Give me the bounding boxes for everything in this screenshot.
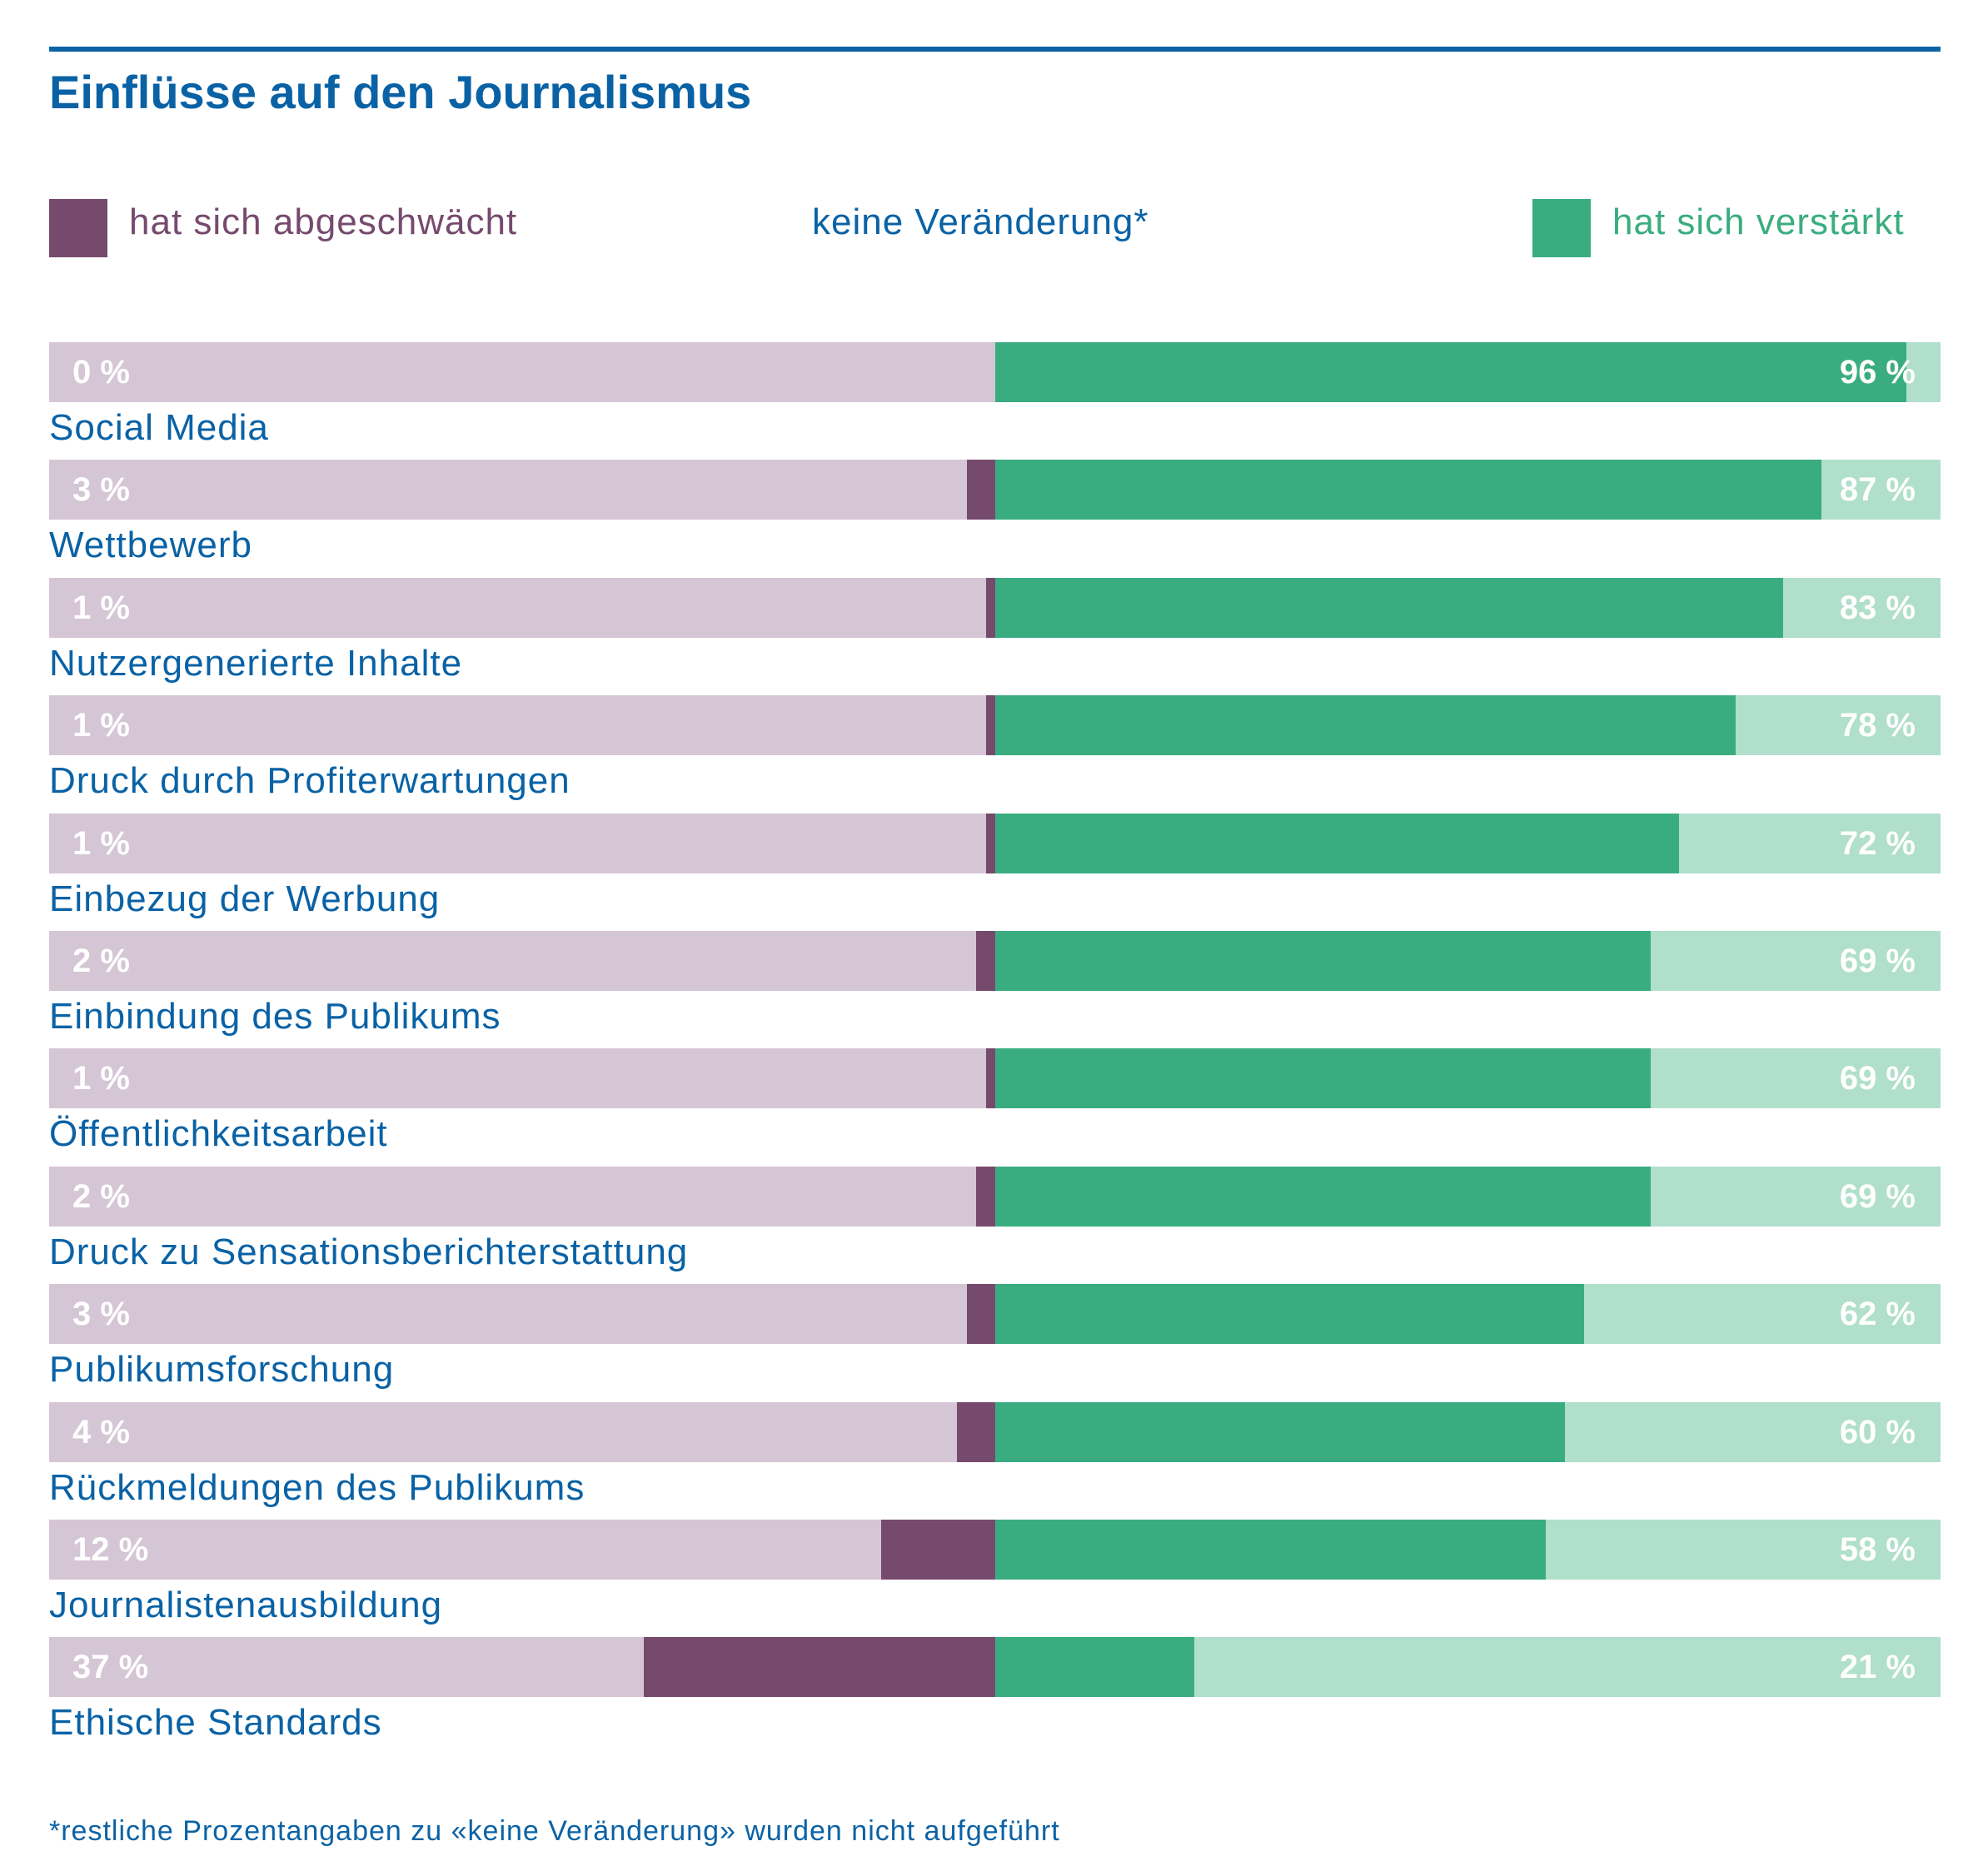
bar-increased (995, 931, 1651, 991)
legend-label-decreased: hat sich abgeschwächt (129, 202, 518, 242)
footnote: *restliche Prozentangaben zu «keine Verä… (49, 1815, 1060, 1847)
bar-background-left (49, 342, 995, 402)
value-label-decreased: 37 % (72, 1649, 149, 1685)
value-label-increased: 78 % (1839, 707, 1916, 744)
bar-background-left (49, 1048, 995, 1108)
legend-label-increased: hat sich verstärkt (1612, 202, 1905, 242)
bar-background-left (49, 1402, 995, 1462)
value-label-increased: 21 % (1839, 1649, 1916, 1685)
bar-background-left (49, 460, 995, 520)
category-label: Social Media (49, 407, 269, 448)
bar-background-left (49, 695, 995, 755)
bar-decreased (957, 1402, 995, 1462)
value-label-increased: 83 % (1839, 590, 1916, 626)
category-label: Rückmeldungen des Publikums (49, 1467, 585, 1508)
value-label-increased: 72 % (1839, 825, 1916, 862)
category-label: Öffentlichkeitsarbeit (49, 1113, 388, 1154)
category-label: Nutzergenerierte Inhalte (49, 643, 463, 684)
bar-background-left (49, 1284, 995, 1344)
bar-background-left (49, 578, 995, 638)
value-label-decreased: 1 % (72, 825, 130, 862)
value-label-increased: 69 % (1839, 943, 1916, 979)
bar-decreased (966, 460, 995, 520)
value-label-decreased: 3 % (72, 1296, 130, 1332)
bar-increased (995, 1048, 1651, 1108)
bar-increased (995, 1284, 1584, 1344)
bar-increased (995, 695, 1736, 755)
bar-increased (995, 460, 1821, 520)
legend-swatch-increased (1532, 199, 1591, 257)
bar-increased (995, 814, 1679, 873)
value-label-increased: 69 % (1839, 1178, 1916, 1215)
legend-swatch-decreased (49, 199, 107, 257)
chart-title: Einflüsse auf den Journalismus (49, 66, 752, 118)
value-label-decreased: 3 % (72, 471, 130, 508)
value-label-decreased: 1 % (72, 590, 130, 626)
bar-decreased (985, 1048, 995, 1108)
value-label-decreased: 2 % (72, 943, 130, 979)
bar-increased (995, 1520, 1547, 1580)
category-label: Publikumsforschung (49, 1349, 395, 1390)
bar-decreased (966, 1284, 995, 1344)
value-label-increased: 58 % (1839, 1531, 1916, 1568)
category-label: Wettbewerb (49, 525, 252, 565)
value-label-increased: 96 % (1839, 354, 1916, 391)
bar-increased (995, 1167, 1651, 1227)
bar-background-left (49, 814, 995, 873)
value-label-decreased: 1 % (72, 707, 130, 744)
category-label: Druck durch Profiterwartungen (49, 760, 570, 801)
bar-increased (995, 578, 1784, 638)
value-label-decreased: 1 % (72, 1060, 130, 1097)
category-label: Journalistenausbildung (49, 1585, 443, 1625)
bar-background-left (49, 1167, 995, 1227)
value-label-increased: 60 % (1839, 1414, 1916, 1451)
value-label-decreased: 2 % (72, 1178, 130, 1215)
bar-decreased (985, 578, 995, 638)
bar-increased (995, 342, 1907, 402)
legend-label-unchanged: keine Veränderung* (812, 202, 1149, 242)
bar-increased (995, 1637, 1195, 1697)
top-rule (49, 47, 1941, 52)
value-label-increased: 69 % (1839, 1060, 1916, 1097)
bar-decreased (985, 695, 995, 755)
category-label: Einbezug der Werbung (49, 878, 441, 919)
bar-increased (995, 1402, 1565, 1462)
bar-background-left (49, 1520, 995, 1580)
bar-decreased (881, 1520, 995, 1580)
value-label-increased: 87 % (1839, 471, 1916, 508)
value-label-increased: 62 % (1839, 1296, 1916, 1332)
value-label-decreased: 4 % (72, 1414, 130, 1451)
bar-decreased (985, 814, 995, 873)
bar-decreased (976, 1167, 995, 1227)
diverging-bar-chart: 0 % 96 % Social Media 3 % 87 % Wettbewerb 1 % 8… (49, 342, 1941, 1743)
value-label-decreased: 12 % (72, 1531, 149, 1568)
category-label: Ethische Standards (49, 1702, 382, 1743)
bar-background-left (49, 931, 995, 991)
category-label: Einbindung des Publikums (49, 996, 501, 1037)
bar-decreased (644, 1637, 995, 1697)
value-label-decreased: 0 % (72, 354, 130, 391)
bar-decreased (976, 931, 995, 991)
category-label: Druck zu Sensationsberichterstattung (49, 1232, 689, 1272)
